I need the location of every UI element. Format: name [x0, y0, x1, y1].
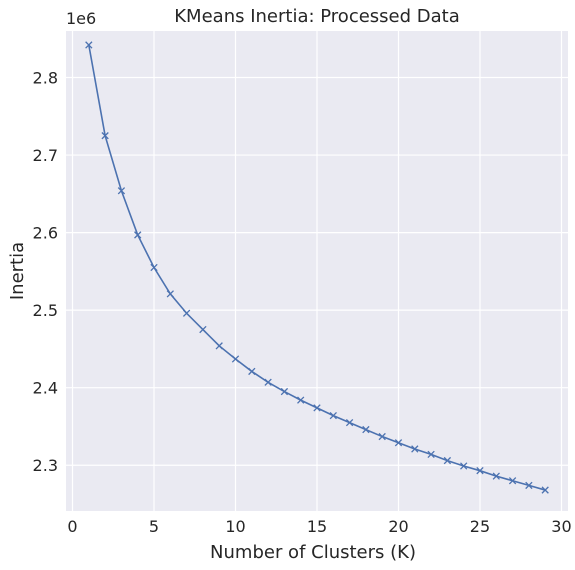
data-point-14	[297, 396, 305, 404]
data-point-9	[215, 342, 223, 350]
data-point-22	[427, 450, 435, 459]
data-point-3	[117, 187, 126, 195]
x-tick-label-5: 25	[470, 517, 490, 536]
data-point-5	[150, 263, 158, 272]
x-tick-label-4: 20	[388, 517, 408, 536]
tick-labels: 0 5 10 15 20 25 30 2.3 2.4 2.5 2.6 2.7 2.8	[33, 69, 572, 536]
x-axis-label: Number of Clusters (K)	[210, 542, 416, 563]
data-point-23	[443, 456, 452, 465]
data-point-16	[329, 411, 337, 420]
x-tick-label-0: 0	[67, 517, 77, 536]
x-tick-label-2: 10	[225, 517, 245, 536]
data-point-8	[199, 325, 207, 334]
x-tick-label-6: 30	[551, 517, 571, 536]
data-point-29	[541, 486, 549, 494]
data-point-24	[460, 462, 468, 470]
y-tick-label-0: 2.3	[33, 456, 58, 475]
y-tick-label-5: 2.8	[33, 69, 58, 88]
data-point-6	[166, 290, 174, 298]
y-tick-label-4: 2.7	[33, 146, 58, 165]
data-point-20	[394, 439, 403, 447]
y-offset-label: 1e6	[66, 9, 96, 28]
y-axis-label: Inertia	[7, 242, 28, 300]
data-point-10	[231, 355, 240, 363]
data-point-27	[508, 477, 517, 485]
data-point-7	[182, 309, 191, 317]
data-point-28	[525, 481, 533, 490]
series-markers	[85, 41, 549, 494]
data-point-2	[101, 132, 109, 140]
data-point-26	[492, 472, 500, 480]
y-tick-label-3: 2.6	[33, 224, 58, 243]
data-point-1	[85, 41, 93, 49]
data-point-25	[476, 467, 484, 475]
data-point-12	[264, 378, 272, 386]
data-point-11	[248, 367, 256, 376]
data-point-18	[362, 425, 370, 434]
data-point-15	[313, 404, 321, 412]
y-tick-label-1: 2.4	[33, 379, 58, 398]
data-point-19	[378, 432, 386, 441]
grid-lines	[66, 31, 568, 511]
data-point-21	[411, 445, 419, 453]
chart-title: KMeans Inertia: Processed Data	[174, 6, 460, 27]
x-tick-label-3: 15	[307, 517, 327, 536]
data-point-17	[345, 418, 354, 427]
data-point-4	[134, 231, 142, 239]
y-tick-label-2: 2.5	[33, 301, 58, 320]
x-tick-label-1: 5	[149, 517, 159, 536]
data-point-13	[280, 387, 289, 396]
